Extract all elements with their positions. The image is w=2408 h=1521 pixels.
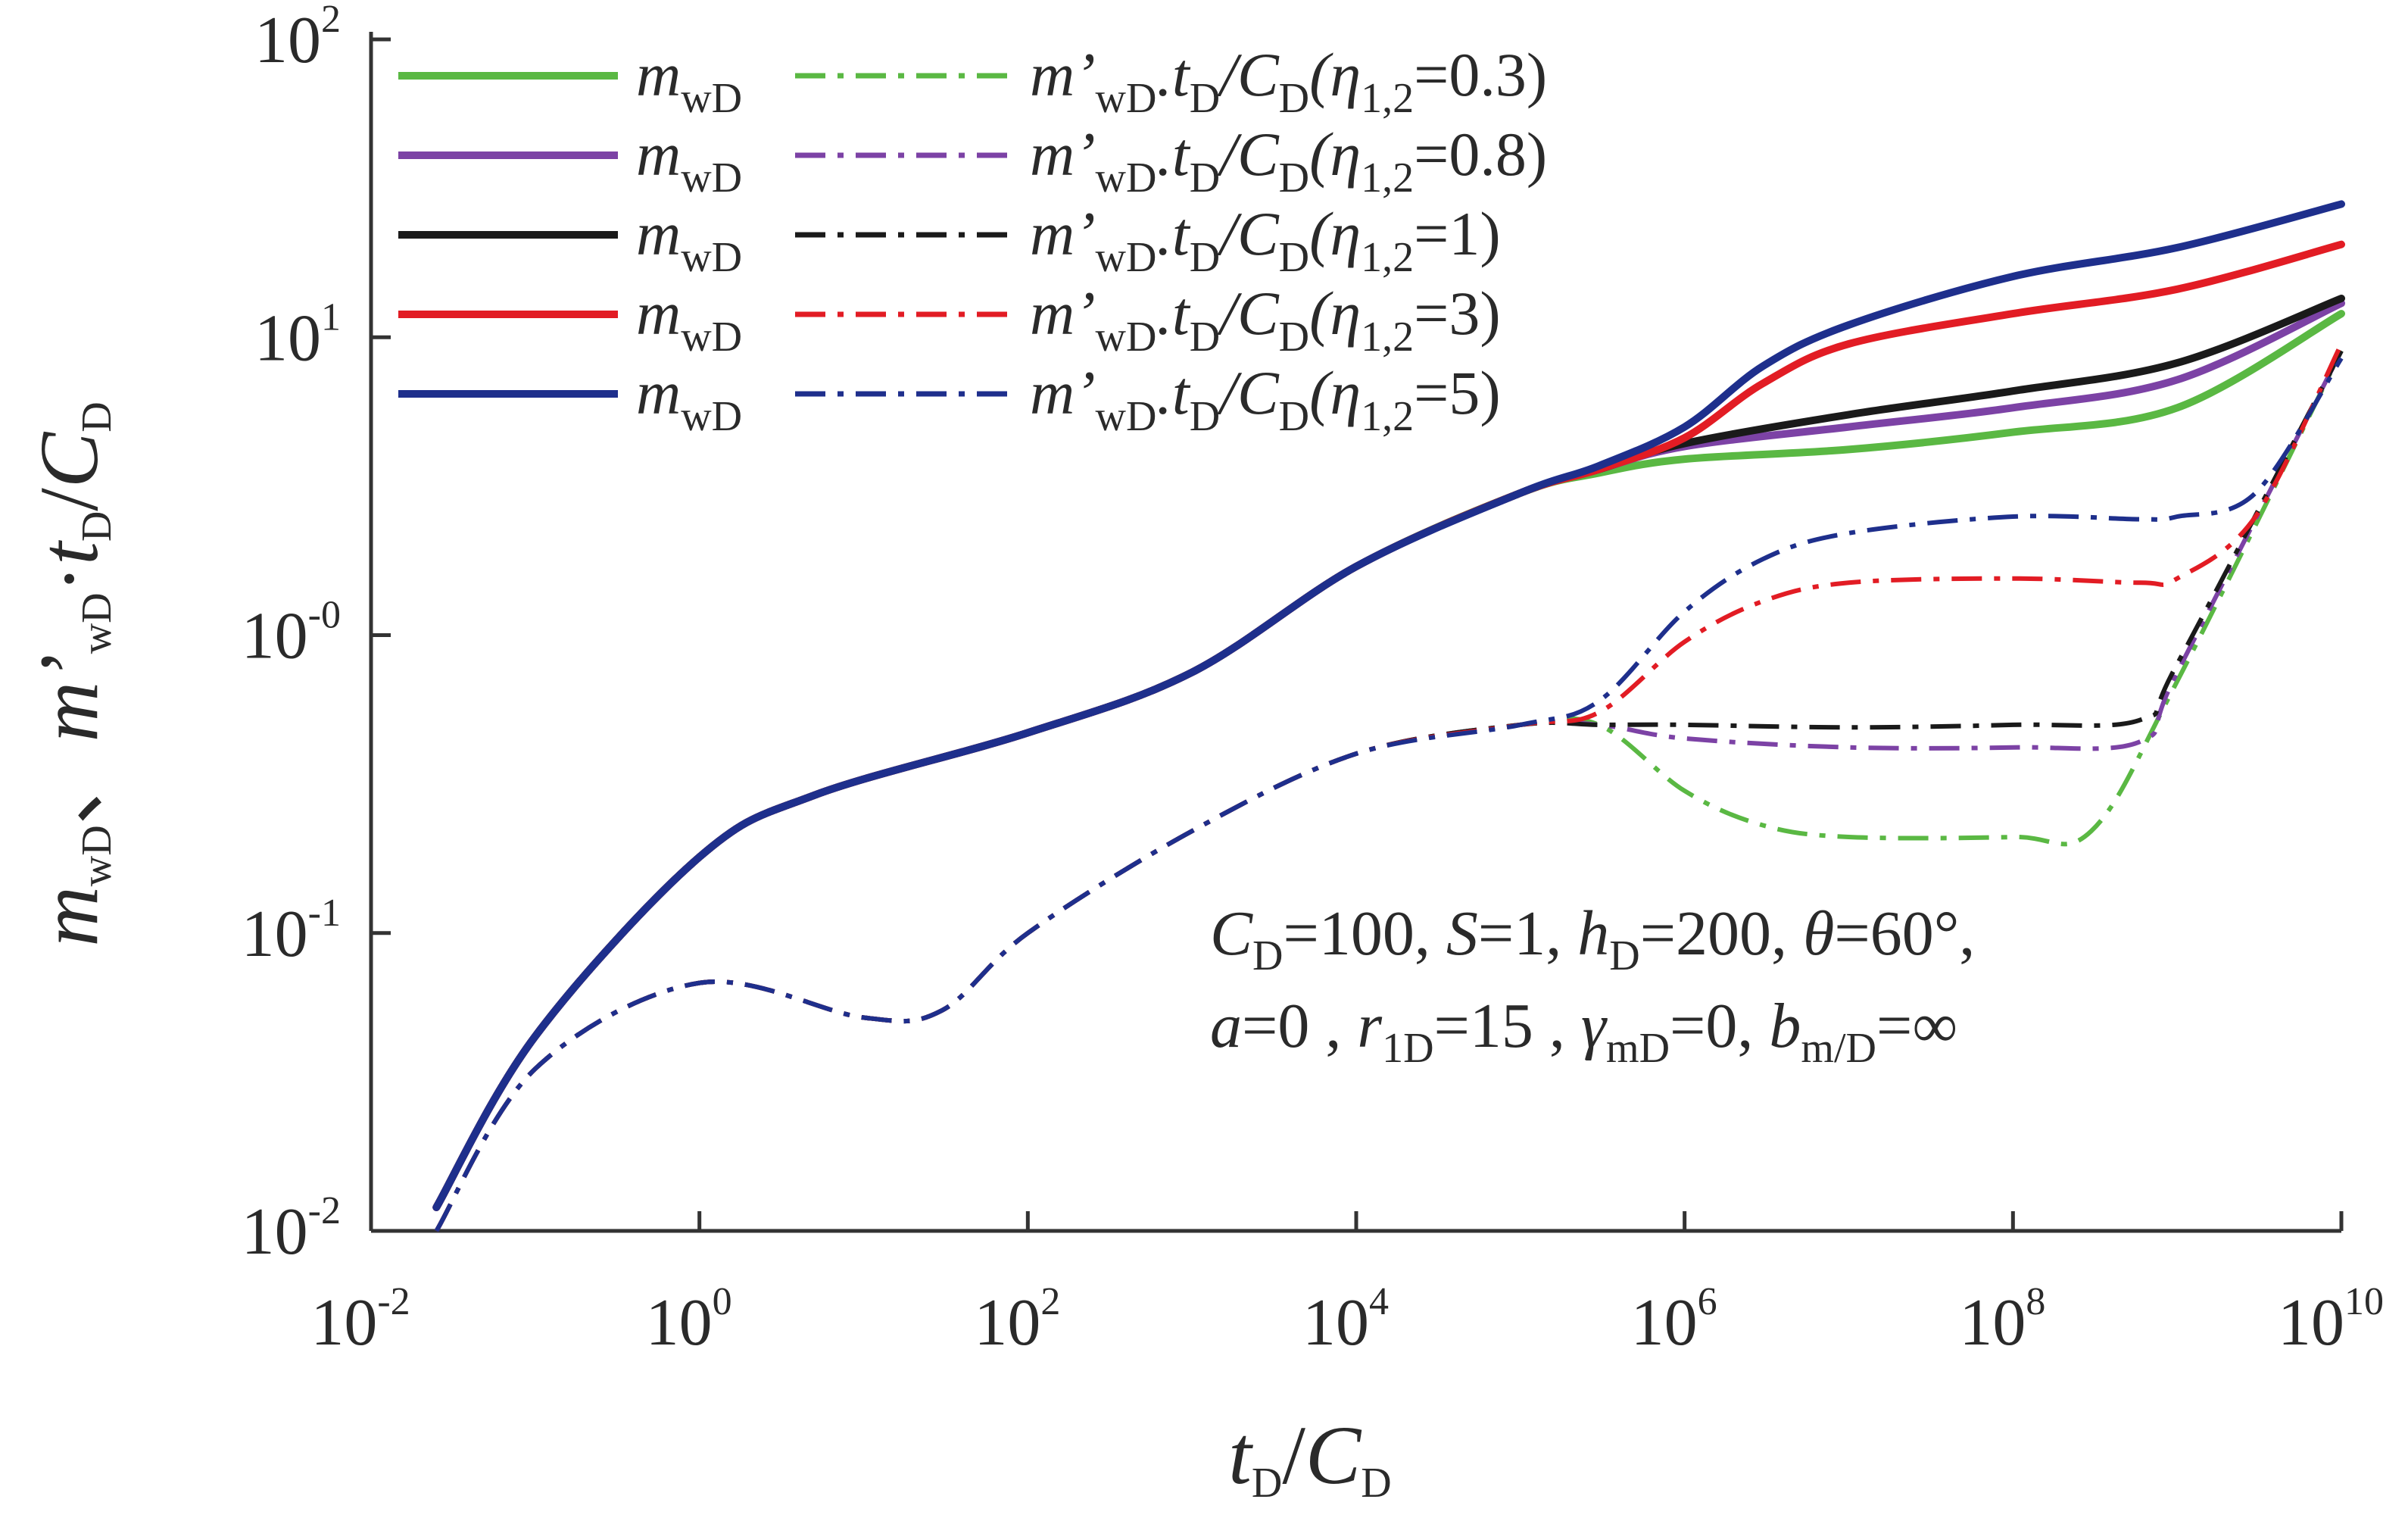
legend-row: mwD m’wD.tD/CD(η1,2=3) (398, 279, 1501, 361)
series-derivative-line (434, 349, 2344, 1232)
series-layer (432, 200, 2345, 1232)
legend-row: mwD m’wD.tD/CD(η1,2=0.8) (398, 120, 1547, 201)
legend-row: mwD m’wD.tD/CD(η1,2=1) (398, 199, 1501, 281)
x-tick-label: 108 (1959, 1280, 2045, 1360)
x-tick-label: 102 (974, 1280, 1060, 1360)
series-derivative-line (434, 357, 2344, 1232)
legend-label-derivative: m’wD.tD/CD(η1,2=1) (1030, 199, 1501, 281)
legend: mwD m’wD.tD/CD(η1,2=0.3) mwD m’wD.tD/CD(η1,… (398, 40, 1547, 440)
series-derivative-line (434, 349, 2344, 1232)
series-mwd-line (432, 200, 2345, 1211)
x-axis-title: tD/CD (1228, 1409, 1391, 1507)
series-mwd-line (432, 310, 2345, 1211)
y-tick-label: 10-0 (242, 594, 341, 673)
legend-row: mwD m’wD.tD/CD(η1,2=0.3) (398, 40, 1547, 122)
y-axis-title: mwD、m’wD·tD/CD (23, 401, 120, 946)
annotation: CD=100, S=1, hD=200, θ=60°, a=0 , r1D=15 … (1210, 898, 1975, 1072)
x-tick-label: 106 (1631, 1280, 1717, 1360)
legend-label-mwd: mwD (636, 40, 742, 122)
legend-label-derivative: m’wD.tD/CD(η1,2=0.8) (1030, 120, 1547, 201)
legend-label-mwd: mwD (636, 199, 742, 281)
y-tick-label: 10-1 (242, 892, 341, 971)
legend-label-mwd: mwD (636, 279, 742, 361)
x-tick-label: 1010 (2278, 1280, 2384, 1360)
legend-label-mwd: mwD (636, 120, 742, 201)
annotation-line-1: CD=100, S=1, hD=200, θ=60°, (1210, 898, 1975, 979)
y-tick-label: 101 (254, 295, 341, 375)
y-tick-label: 102 (254, 0, 341, 77)
x-axis-ticks: 10-2 100 102 104 106 108 1010 (310, 1211, 2384, 1360)
legend-label-derivative: m’wD.tD/CD(η1,2=3) (1030, 279, 1501, 361)
legend-label-derivative: m’wD.tD/CD(η1,2=5) (1030, 358, 1501, 440)
y-axis-ticks: 10-2 10-1 10-0 101 102 (242, 0, 391, 1269)
legend-label-mwd: mwD (636, 358, 742, 440)
annotation-line-2: a=0 , r1D=15 , γmD=0, bm/D=∞ (1210, 991, 1957, 1072)
series-derivative-line (434, 342, 2344, 1232)
legend-row: mwD m’wD.tD/CD(η1,2=5) (398, 358, 1501, 440)
x-tick-label: 104 (1302, 1280, 1389, 1360)
series-derivative-line (434, 349, 2344, 1232)
x-tick-label: 10-2 (310, 1280, 410, 1360)
y-tick-label: 10-2 (242, 1189, 341, 1269)
x-tick-label: 100 (646, 1280, 732, 1360)
legend-label-derivative: m’wD.tD/CD(η1,2=0.3) (1030, 40, 1547, 122)
